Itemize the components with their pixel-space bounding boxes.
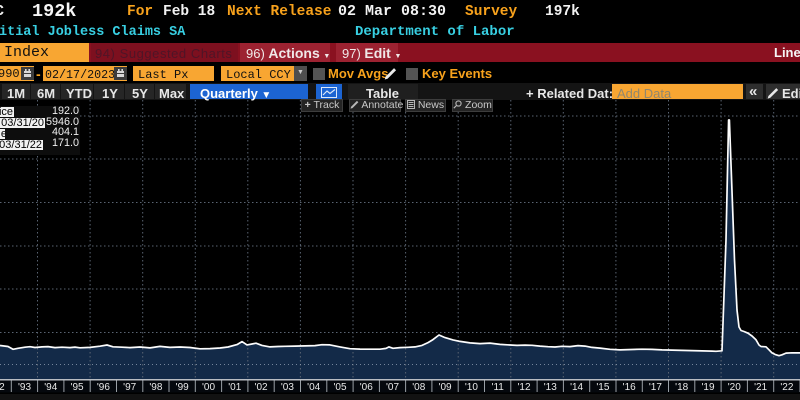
svg-text:'06: '06 (360, 382, 373, 393)
svg-text:'95: '95 (71, 382, 84, 393)
svg-text:'20: '20 (728, 382, 741, 393)
svg-text:'08: '08 (412, 382, 425, 393)
svg-text:'97: '97 (123, 382, 136, 393)
svg-text:'01: '01 (228, 382, 241, 393)
svg-text:'05: '05 (333, 382, 346, 393)
svg-text:'19: '19 (701, 382, 714, 393)
svg-text:'13: '13 (544, 382, 557, 393)
svg-text:'10: '10 (465, 382, 478, 393)
svg-text:'21: '21 (754, 382, 767, 393)
svg-text:'12: '12 (517, 382, 530, 393)
svg-text:'09: '09 (439, 382, 452, 393)
svg-text:'98: '98 (149, 382, 162, 393)
svg-text:'17: '17 (649, 382, 662, 393)
svg-text:'94: '94 (44, 382, 57, 393)
svg-text:'92: '92 (0, 382, 5, 393)
svg-text:'99: '99 (176, 382, 189, 393)
svg-text:'03: '03 (281, 382, 294, 393)
svg-text:'18: '18 (675, 382, 688, 393)
svg-text:'96: '96 (97, 382, 110, 393)
svg-text:'00: '00 (202, 382, 215, 393)
svg-text:'22: '22 (780, 382, 793, 393)
svg-text:'15: '15 (596, 382, 609, 393)
svg-text:'16: '16 (623, 382, 636, 393)
svg-text:'11: '11 (492, 382, 505, 393)
svg-text:'04: '04 (307, 382, 320, 393)
svg-text:'14: '14 (570, 382, 583, 393)
svg-text:'07: '07 (386, 382, 399, 393)
svg-text:'02: '02 (255, 382, 268, 393)
svg-text:'93: '93 (18, 382, 31, 393)
